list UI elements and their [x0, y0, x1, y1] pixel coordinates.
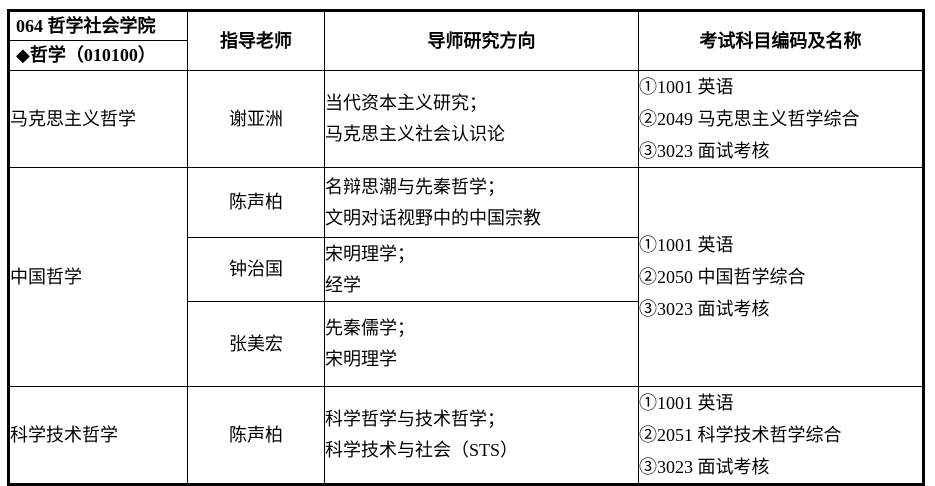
table-row: 中国哲学 陈声柏 名辩思潮与先秦哲学； 文明对话视野中的中国宗教 ①1001 英…: [8, 167, 924, 387]
category-science-technology-philosophy: 科学技术哲学: [8, 386, 188, 485]
directions-cell: 名辩思潮与先秦哲学； 文明对话视野中的中国宗教: [324, 167, 639, 238]
header-row: 064 哲学社会学院 ◆哲学（010100） 指导老师 导师研究方向 考试科目编…: [8, 10, 924, 71]
category-marxist-philosophy: 马克思主义哲学: [8, 70, 188, 168]
category-chinese-philosophy: 中国哲学: [8, 167, 188, 387]
exam-line: ①1001 英语: [639, 235, 734, 255]
exam-subjects-cell: ①1001 英语 ②2051 科学技术哲学综合 ③3023 面试考核: [638, 386, 924, 485]
direction-line: 当代资本主义研究；: [325, 93, 488, 113]
advisor-name: 钟治国: [187, 237, 325, 302]
exam-line: ③3023 面试考核: [639, 299, 770, 319]
direction-line: 科学哲学与技术哲学；: [325, 409, 506, 429]
advisor-name: 谢亚洲: [187, 70, 325, 168]
directions-cell: 宋明理学； 经学: [324, 237, 639, 302]
exam-subjects-cell: ①1001 英语 ②2049 马克思主义哲学综合 ③3023 面试考核: [638, 70, 924, 168]
exam-line: ①1001 英语: [639, 393, 734, 413]
directions-cell: 当代资本主义研究； 马克思主义社会认识论: [324, 70, 639, 168]
direction-line: 先秦儒学；: [325, 318, 416, 338]
advisor-name: 张美宏: [187, 301, 325, 387]
direction-line: 科学技术与社会（STS）: [325, 440, 519, 460]
major-code-label: ◆哲学（010100）: [16, 45, 156, 65]
exam-line: ②2049 马克思主义哲学综合: [639, 109, 860, 129]
exam-line: ③3023 面试考核: [639, 141, 770, 161]
exam-line: ①1001 英语: [639, 77, 734, 97]
table-row: 钟治国 宋明理学； 经学: [9, 237, 924, 302]
direction-line: 宋明理学: [325, 349, 398, 369]
direction-line: 马克思主义社会认识论: [325, 124, 506, 144]
table-row: 张美宏 先秦儒学； 宋明理学: [9, 301, 924, 387]
direction-line: 文明对话视野中的中国宗教: [325, 207, 542, 228]
direction-line: 宋明理学；: [325, 243, 416, 264]
direction-line: 经学: [325, 274, 362, 295]
header-advisor: 指导老师: [187, 10, 325, 71]
direction-line: 名辩思潮与先秦哲学；: [325, 176, 506, 197]
advisor-name: 陈声柏: [187, 386, 325, 485]
header-exam-subjects: 考试科目编码及名称: [638, 10, 924, 71]
directions-cell: 先秦儒学； 宋明理学: [324, 301, 639, 387]
admissions-table: 064 哲学社会学院 ◆哲学（010100） 指导老师 导师研究方向 考试科目编…: [7, 9, 925, 486]
advisor-name: 陈声柏: [187, 167, 325, 238]
table-row: 马克思主义哲学 谢亚洲 当代资本主义研究； 马克思主义社会认识论 ①1001 英…: [8, 70, 924, 168]
header-research-direction: 导师研究方向: [324, 10, 639, 71]
exam-line: ③3023 面试考核: [639, 457, 770, 477]
college-code-label: 064 哲学社会学院: [10, 12, 187, 41]
table-row: 科学技术哲学 陈声柏 科学哲学与技术哲学； 科学技术与社会（STS） ①1001…: [8, 386, 924, 485]
exam-subjects-cell: ①1001 英语 ②2050 中国哲学综合 ③3023 面试考核: [638, 167, 924, 387]
college-major-cell: 064 哲学社会学院 ◆哲学（010100）: [8, 10, 188, 71]
exam-line: ②2051 科学技术哲学综合: [639, 425, 842, 445]
exam-line: ②2050 中国哲学综合: [639, 267, 806, 287]
directions-cell: 科学哲学与技术哲学； 科学技术与社会（STS）: [324, 386, 639, 485]
